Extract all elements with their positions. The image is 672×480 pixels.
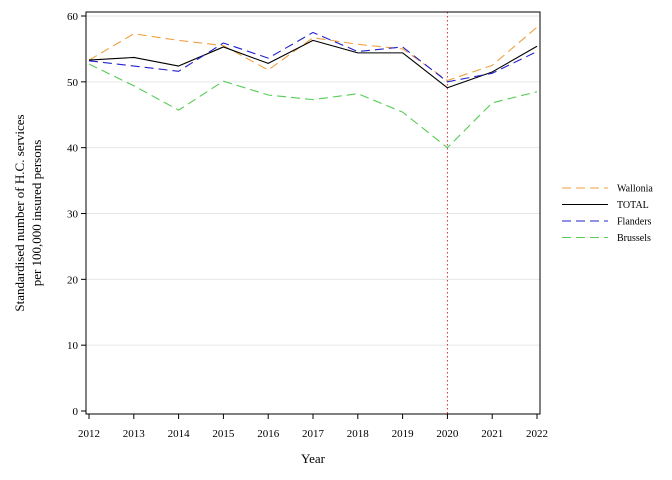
tick-labels: 0 10 20 30 40 50 60 2012 2013 2014 2015 2016 2017 201… [67,11,548,440]
y-tick-label-30: 30 [67,209,79,221]
x-axis-title: Year [301,451,326,466]
y-tick-label-0: 0 [73,406,79,418]
y-axis-title: Standardised number of H.C. services per … [12,114,44,311]
legend-label-total: TOTAL [617,200,649,211]
y-tick-label-20: 20 [67,274,79,286]
legend-label-brussels: Brussels [617,233,651,244]
x-tick-label-2022: 2022 [526,428,548,440]
x-tick-label-2017: 2017 [302,428,325,440]
y-tick-label-60: 60 [67,11,79,23]
x-tick-label-2012: 2012 [78,428,100,440]
x-tick-label-2014: 2014 [168,428,191,440]
series-line-total [88,39,538,89]
y-axis-title-line-2: per 100,000 insured persons [29,140,44,287]
x-tick-label-2013: 2013 [123,428,146,440]
legend-label-flanders: Flanders [617,217,652,228]
axis-titles: Year Standardised number of H.C. services… [12,114,326,466]
legend-label-wallonia: Wallonia [617,184,653,195]
series-layer [88,26,538,149]
x-tick-label-2021: 2021 [481,428,503,440]
series-line-wallonia [88,26,538,82]
series-line-brussels [88,63,538,149]
y-tick-label-50: 50 [67,77,79,89]
x-tick-label-2016: 2016 [257,428,280,440]
grid-lines [86,15,540,346]
x-tick-label-2019: 2019 [392,428,415,440]
x-tick-label-2018: 2018 [347,428,370,440]
x-tick-label-2015: 2015 [212,428,235,440]
y-axis-title-line-1: Standardised number of H.C. services [12,114,27,311]
x-tick-label-2020: 2020 [436,428,459,440]
series-line-flanders [88,31,538,83]
y-tick-label-40: 40 [67,143,79,155]
y-tick-label-10: 10 [67,340,79,352]
legend: Wallonia TOTAL Flanders Brussels [562,184,653,244]
